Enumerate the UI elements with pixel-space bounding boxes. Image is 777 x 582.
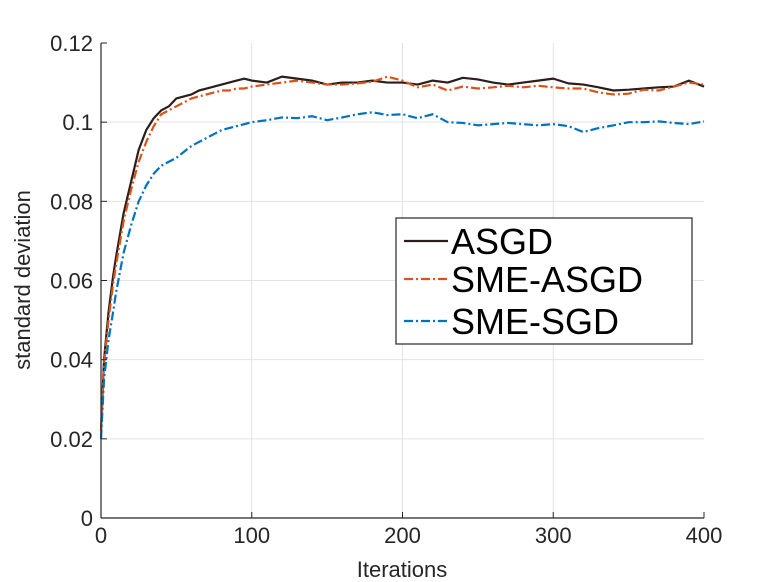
axes [100,42,705,519]
y-tick-label-4: 0.08 [50,189,93,214]
y-axis-label: standard deviation [10,190,35,370]
x-tick-label-3: 300 [535,523,572,548]
series-layer [99,75,705,439]
legend-label-sme-sgd: SME-SGD [451,301,619,342]
x-tick-label-1: 100 [233,523,270,548]
series-line-sme-sgd [99,111,705,439]
tick-labels: 0 100 200 300 400 0 0.02 0.04 0.06 0.08 0.1 0.12 [50,31,722,548]
y-tick-label-0: 0 [81,506,93,531]
x-tick-label-0: 0 [95,523,107,548]
x-axis-label: Iterations [357,557,448,582]
y-tick-label-6: 0.12 [50,31,93,56]
series-line-sme-asgd [99,75,705,431]
legend-label-asgd: ASGD [451,221,553,262]
y-tick-label-3: 0.06 [50,269,93,294]
series-line-asgd [99,75,705,431]
y-tick-label-1: 0.02 [50,427,93,452]
legend-box [395,217,693,345]
x-tick-label-2: 200 [384,523,421,548]
y-tick-label-5: 0.1 [62,110,93,135]
x-tick-label-4: 400 [686,523,723,548]
y-tick-label-2: 0.04 [50,348,93,373]
legend-label-sme-asgd: SME-ASGD [451,259,643,300]
